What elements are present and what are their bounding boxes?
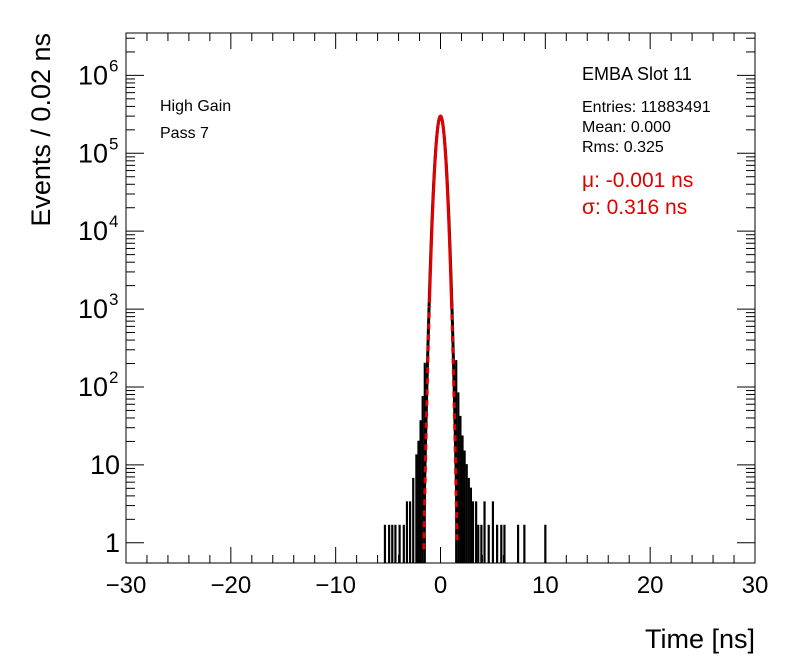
pass-label: Pass 7 <box>160 125 209 142</box>
x-tick-label: 0 <box>434 572 447 599</box>
x-tick-label: −30 <box>106 572 147 599</box>
axis-ticks <box>125 33 756 563</box>
stats-mean: Mean: 0.000 <box>582 119 671 136</box>
stats-title: EMBA Slot 11 <box>582 64 692 84</box>
y-tick-exponent: 4 <box>109 212 118 231</box>
fit-curve-left-tail <box>422 306 431 550</box>
y-tick-exponent: 6 <box>109 56 118 75</box>
x-tick-label: 10 <box>532 572 559 599</box>
y-tick-label: 10 <box>78 372 108 402</box>
gaussian-fit-series <box>422 114 459 550</box>
stats-entries: Entries: 11883491 <box>582 99 711 116</box>
y-tick-label: 10 <box>90 450 120 480</box>
y-tick-label: 10 <box>78 60 108 90</box>
y-tick-label: 10 <box>78 138 108 168</box>
x-tick-label: 20 <box>637 572 664 599</box>
gain-label: High Gain <box>160 98 232 115</box>
x-axis-label: Time [ns] <box>645 624 755 654</box>
y-tick-label: 10 <box>78 216 108 246</box>
y-tick-exponent: 3 <box>109 290 118 309</box>
fit-curve-right-tail <box>450 303 459 545</box>
x-tick-label: −20 <box>210 572 251 599</box>
stats-rms: Rms: 0.325 <box>582 139 664 156</box>
y-axis-label: Events / 0.02 ns <box>26 33 56 227</box>
x-tick-label: 30 <box>742 572 769 599</box>
fit-sigma-label: σ: 0.316 ns <box>582 196 688 219</box>
histogram-core <box>422 114 459 527</box>
fit-curve-core <box>427 114 454 304</box>
y-tick-exponent: 2 <box>109 368 118 387</box>
fit-mu-label: μ: -0.001 ns <box>582 169 694 192</box>
y-tick-label: 1 <box>105 528 120 558</box>
y-tick-label: 10 <box>78 294 108 324</box>
x-tick-label: −10 <box>315 572 356 599</box>
histogram-series <box>383 114 547 563</box>
y-tick-exponent: 5 <box>109 134 118 153</box>
